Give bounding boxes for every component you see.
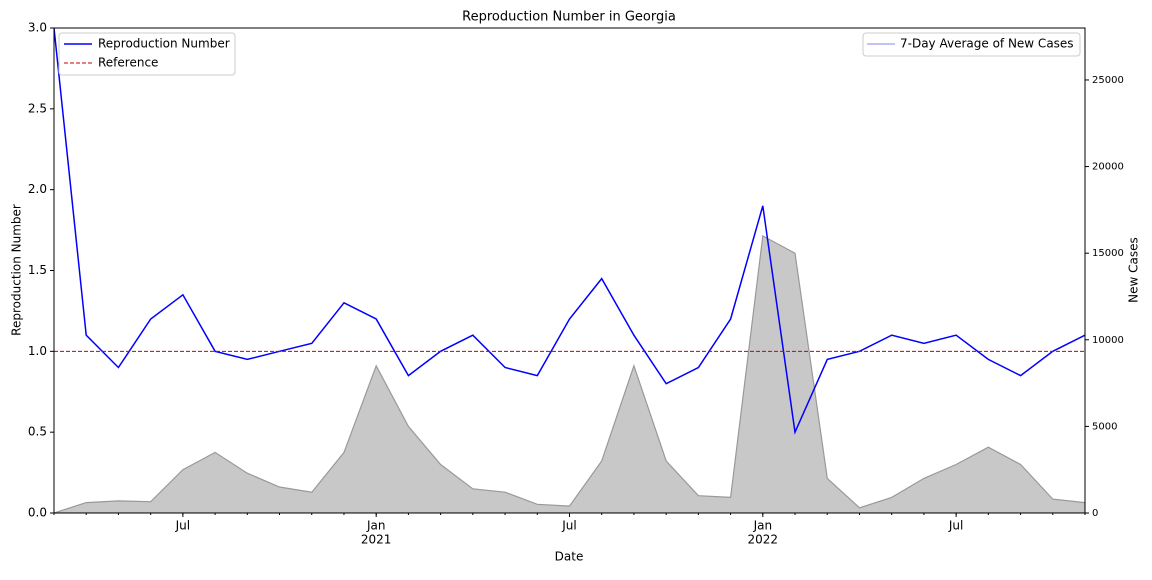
x-tick-label: Jul [175, 519, 190, 533]
y2-tick-label: 15000 [1092, 248, 1124, 259]
x-tick-label: Jul [948, 519, 963, 533]
legend-label: 7-Day Average of New Cases [900, 37, 1074, 51]
y2-tick-label: 5000 [1092, 421, 1117, 432]
x-tick-label: Jan [366, 519, 386, 533]
legend-box [862, 32, 1081, 57]
y2-tick-label: 0 [1092, 508, 1098, 519]
y-tick-label: 2.0 [28, 182, 47, 196]
y2-tick-label: 10000 [1092, 335, 1124, 346]
x-tick-label: 2021 [361, 533, 392, 547]
x-axis-label: Date [555, 550, 584, 564]
legend-box [58, 32, 236, 76]
y2-axis-label: New Cases [1127, 237, 1141, 303]
chart-title: Reproduction Number in Georgia [462, 10, 676, 25]
legend-label: Reproduction Number [98, 37, 230, 51]
line [54, 28, 1085, 435]
y-axis-label: Reproduction Number [10, 204, 24, 336]
y-tick-label: 2.5 [28, 101, 47, 115]
y2-tick-label: 20000 [1092, 162, 1124, 173]
x-tick-label: Jan [753, 519, 773, 533]
area [54, 234, 1085, 513]
y-tick-label: 3.0 [28, 21, 47, 35]
y-tick-label: 0.0 [28, 506, 47, 520]
y-tick-label: 1.5 [28, 263, 47, 277]
y-tick-label: 0.5 [28, 425, 47, 439]
plot-frame [53, 27, 1086, 514]
x-tick-label: 2022 [748, 533, 779, 547]
legend-label: Reference [98, 56, 158, 70]
x-tick-label: Jul [561, 519, 576, 533]
y-tick-label: 1.0 [28, 344, 47, 358]
y2-tick-label: 25000 [1092, 75, 1124, 86]
